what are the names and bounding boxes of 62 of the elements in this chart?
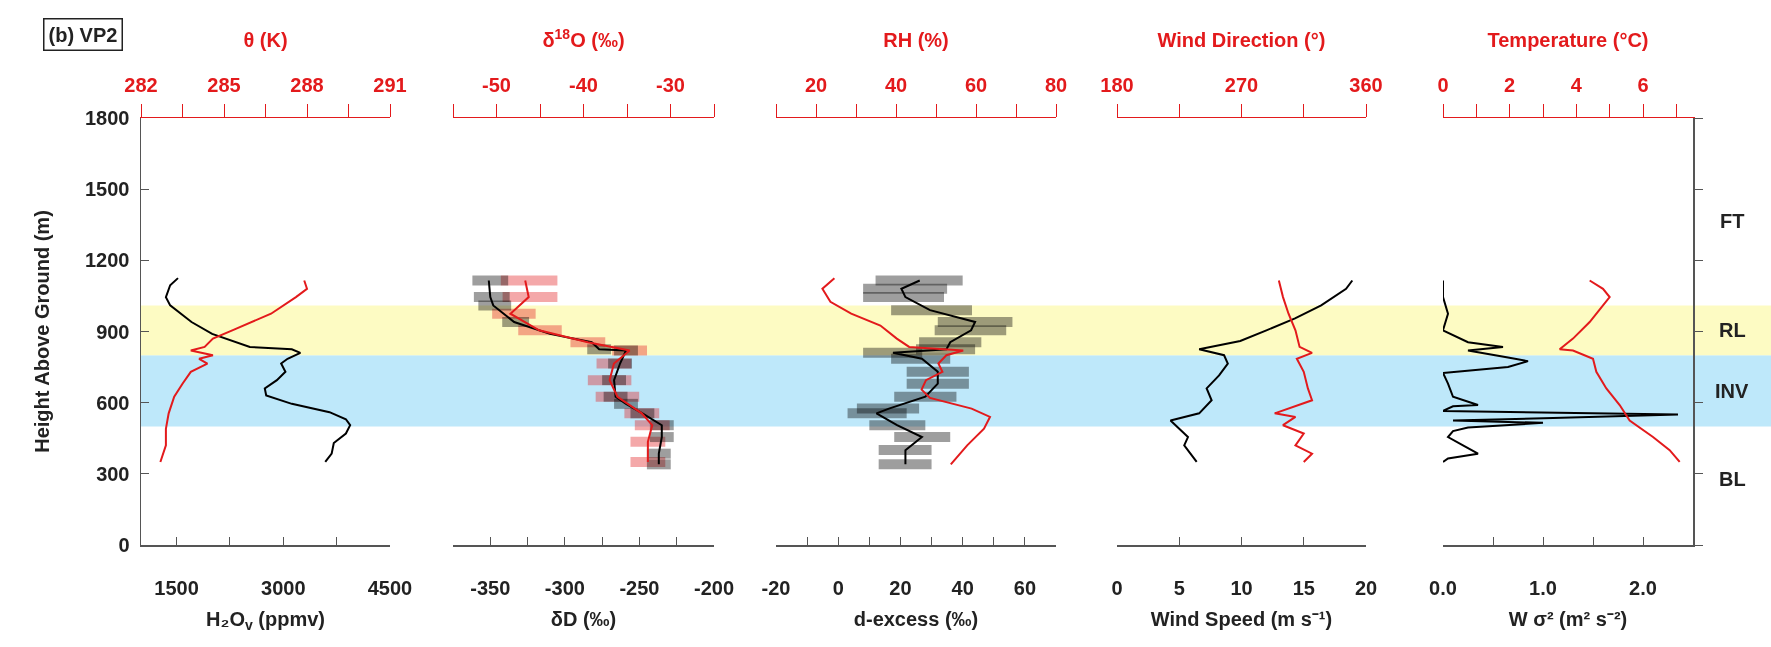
- x-tick-label: 4500: [367, 576, 413, 599]
- x-axis-title: Wind Speed (m s⁻¹): [1150, 607, 1333, 630]
- x-tick-label: 60: [1013, 576, 1037, 599]
- x2-tick-label: 288: [290, 73, 324, 96]
- x2-tick-label: 40: [884, 73, 908, 96]
- band-label: RL: [1719, 319, 1746, 341]
- x2-tick-label: 6: [1637, 73, 1649, 96]
- x-tick-label: 0: [1111, 576, 1123, 599]
- x-axis-title: H₂O$_{v}$ (ppmv): [206, 607, 325, 633]
- y-tick-label: 1500: [85, 178, 130, 201]
- x-tick-label: 1.0: [1529, 576, 1557, 599]
- x2-tick-label: 80: [1044, 73, 1068, 96]
- x2-tick-label: -30: [656, 73, 685, 96]
- x-tick-label: 5: [1173, 576, 1185, 599]
- x-tick-label: 1500: [154, 576, 199, 599]
- y-tick-label: 1200: [85, 249, 130, 272]
- y-axis-title: Height Above Ground (m): [30, 210, 53, 453]
- x2-axis-title: Wind Direction (°): [1157, 29, 1326, 52]
- x-tick-label: -200: [693, 576, 735, 599]
- x2-tick-label: 4: [1570, 73, 1583, 96]
- x2-axis-title: RH (%): [883, 29, 949, 52]
- x2-tick-label: 282: [124, 73, 158, 96]
- x2-tick-label: -40: [569, 73, 598, 96]
- x-tick-label: 15: [1292, 576, 1315, 599]
- text: FT: [1720, 210, 1745, 232]
- x2-tick-label: 20: [804, 73, 828, 96]
- x-tick-label: 0.0: [1429, 576, 1457, 599]
- x-tick-label: 20: [889, 576, 912, 599]
- y-tick-label: 1800: [85, 107, 130, 129]
- y-tick-label: 0: [118, 534, 130, 556]
- x-tick-label: -350: [470, 576, 511, 599]
- chart-title: (b) VP2: [48, 23, 118, 46]
- x2-tick-label: 291: [373, 73, 407, 96]
- y-tick-label: 300: [96, 462, 130, 485]
- x2-tick-label: 0: [1437, 73, 1449, 96]
- y-tick-label: 900: [96, 320, 130, 343]
- x-axis-title: δD (‰): [550, 607, 617, 630]
- x2-tick-label: 285: [207, 73, 241, 96]
- x2-axis-title: δ$^{18}$O (‰): [542, 25, 625, 52]
- x2-tick-label: 270: [1224, 73, 1259, 96]
- x-tick-label: 10: [1230, 576, 1253, 599]
- text: BL: [1719, 468, 1746, 490]
- x-tick-label: 0: [832, 576, 844, 599]
- x2-tick-label: 2: [1504, 73, 1516, 96]
- x-tick-label: 3000: [261, 576, 306, 599]
- x2-axis-title: θ (K): [243, 29, 288, 52]
- x-tick-label: 2.0: [1629, 576, 1657, 599]
- y-tick-label: 600: [96, 391, 130, 414]
- x2-tick-label: 60: [964, 73, 988, 96]
- x-tick-label: -20: [761, 576, 791, 599]
- x-tick-label: -300: [544, 576, 585, 599]
- line-series: [164, 277, 352, 463]
- x-tick-label: -250: [619, 576, 660, 599]
- x2-axis-title: Temperature (°C): [1487, 29, 1649, 52]
- band-label: INV: [1715, 380, 1749, 402]
- x-axis-title: d-excess (‰): [853, 607, 979, 630]
- x2-tick-label: 180: [1100, 73, 1134, 96]
- x-axis-title: W σ² (m² s⁻²): [1508, 607, 1628, 630]
- x2-tick-label: -50: [482, 73, 511, 96]
- x-tick-label: 20: [1354, 576, 1378, 599]
- x-tick-label: 40: [951, 576, 974, 599]
- x2-tick-label: 360: [1349, 73, 1383, 96]
